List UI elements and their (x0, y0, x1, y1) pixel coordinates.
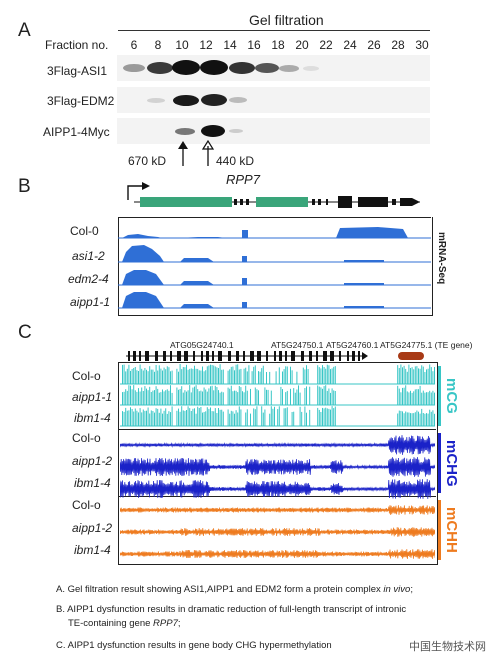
caption-a: A. Gel filtration result showing ASI1,AI… (56, 584, 413, 595)
row-label-edm2: 3Flag-EDM2 (47, 94, 115, 108)
panel-a-letter: A (18, 20, 31, 41)
fraction-6: 6 (130, 38, 138, 52)
mcg-sample-aipp1-1: aipp1-1 (72, 390, 113, 404)
mrna-seq-label: mRNA-Seq (436, 232, 447, 285)
panel-c-letter: C (18, 322, 32, 343)
mrna-seq-frame (118, 217, 433, 316)
sample-edm2-4: edm2-4 (68, 272, 109, 286)
caption-b-line1: B. AIPP1 dysfunction results in dramatic… (56, 604, 407, 615)
blot-edm2 (117, 87, 430, 113)
size-marker-arrows (178, 140, 215, 166)
watermark: 中国生物技术网 (409, 641, 486, 653)
sample-asi1-2: asi1-2 (72, 249, 105, 263)
panel-c-gene-models (126, 351, 424, 361)
gene-label-3: AT5G24760.1 (326, 340, 379, 350)
mchh-sample-ibm1-4: ibm1-4 (74, 543, 111, 557)
mchg-label: mCHG (443, 440, 460, 487)
mchg-sample-ibm1-4: ibm1-4 (74, 476, 111, 490)
row-label-aipp1: AIPP1-4Myc (43, 125, 110, 139)
mchh-sample-aipp1-2: aipp1-2 (72, 521, 113, 535)
fraction-18: 18 (271, 38, 285, 52)
panel-b-letter: B (18, 176, 31, 197)
row-label-asi1: 3Flag-ASI1 (47, 64, 108, 78)
gel-filtration-title: Gel filtration (249, 12, 324, 28)
fraction-26: 26 (367, 38, 381, 52)
methylation-tracks (120, 364, 435, 559)
marker-670kd: 670 kD (128, 154, 167, 168)
mchh-label: mCHH (443, 507, 460, 553)
methylation-frame (118, 362, 438, 565)
marker-440kd: 440 kD (216, 154, 255, 168)
mcg-sample-col: Col-o (72, 369, 101, 383)
mchh-bar (438, 500, 441, 560)
fraction-24: 24 (343, 38, 357, 52)
mcg-bar (438, 366, 441, 426)
fraction-14: 14 (223, 38, 237, 52)
mrna-seq-tracks (118, 227, 431, 309)
mchg-sample-col: Col-o (72, 431, 101, 445)
mchh-sample-col: Col-o (72, 498, 101, 512)
rpp7-gene-model (127, 182, 420, 208)
gene-label-4: AT5G24775.1 (TE gene) (380, 340, 473, 350)
mchg-bar (438, 433, 441, 493)
caption-c: C. AIPP1 dysfunction results in gene bod… (56, 640, 332, 651)
gene-label-1: ATG05G24740.1 (170, 340, 234, 350)
mchg-sample-aipp1-2: aipp1-2 (72, 454, 113, 468)
gene-name-rpp7: RPP7 (226, 172, 260, 187)
fraction-30: 30 (415, 38, 429, 52)
caption-b-line2: TE-containing gene RPP7; (68, 618, 181, 629)
sample-col0: Col-0 (70, 224, 99, 238)
blot-aipp1 (117, 118, 430, 144)
fraction-label: Fraction no. (45, 38, 109, 52)
mcg-sample-ibm1-4: ibm1-4 (74, 411, 111, 425)
mcg-label: mCG (443, 378, 460, 414)
fraction-20: 20 (295, 38, 309, 52)
fraction-16: 16 (247, 38, 261, 52)
gene-label-2: AT5G24750.1 (271, 340, 324, 350)
fraction-10: 10 (175, 38, 189, 52)
fraction-8: 8 (154, 38, 162, 52)
blot-asi1 (117, 55, 430, 81)
fraction-28: 28 (391, 38, 405, 52)
fraction-12: 12 (199, 38, 213, 52)
fraction-22: 22 (319, 38, 333, 52)
sample-aipp1-1: aipp1-1 (70, 295, 111, 309)
gel-filtration-line (118, 30, 430, 31)
